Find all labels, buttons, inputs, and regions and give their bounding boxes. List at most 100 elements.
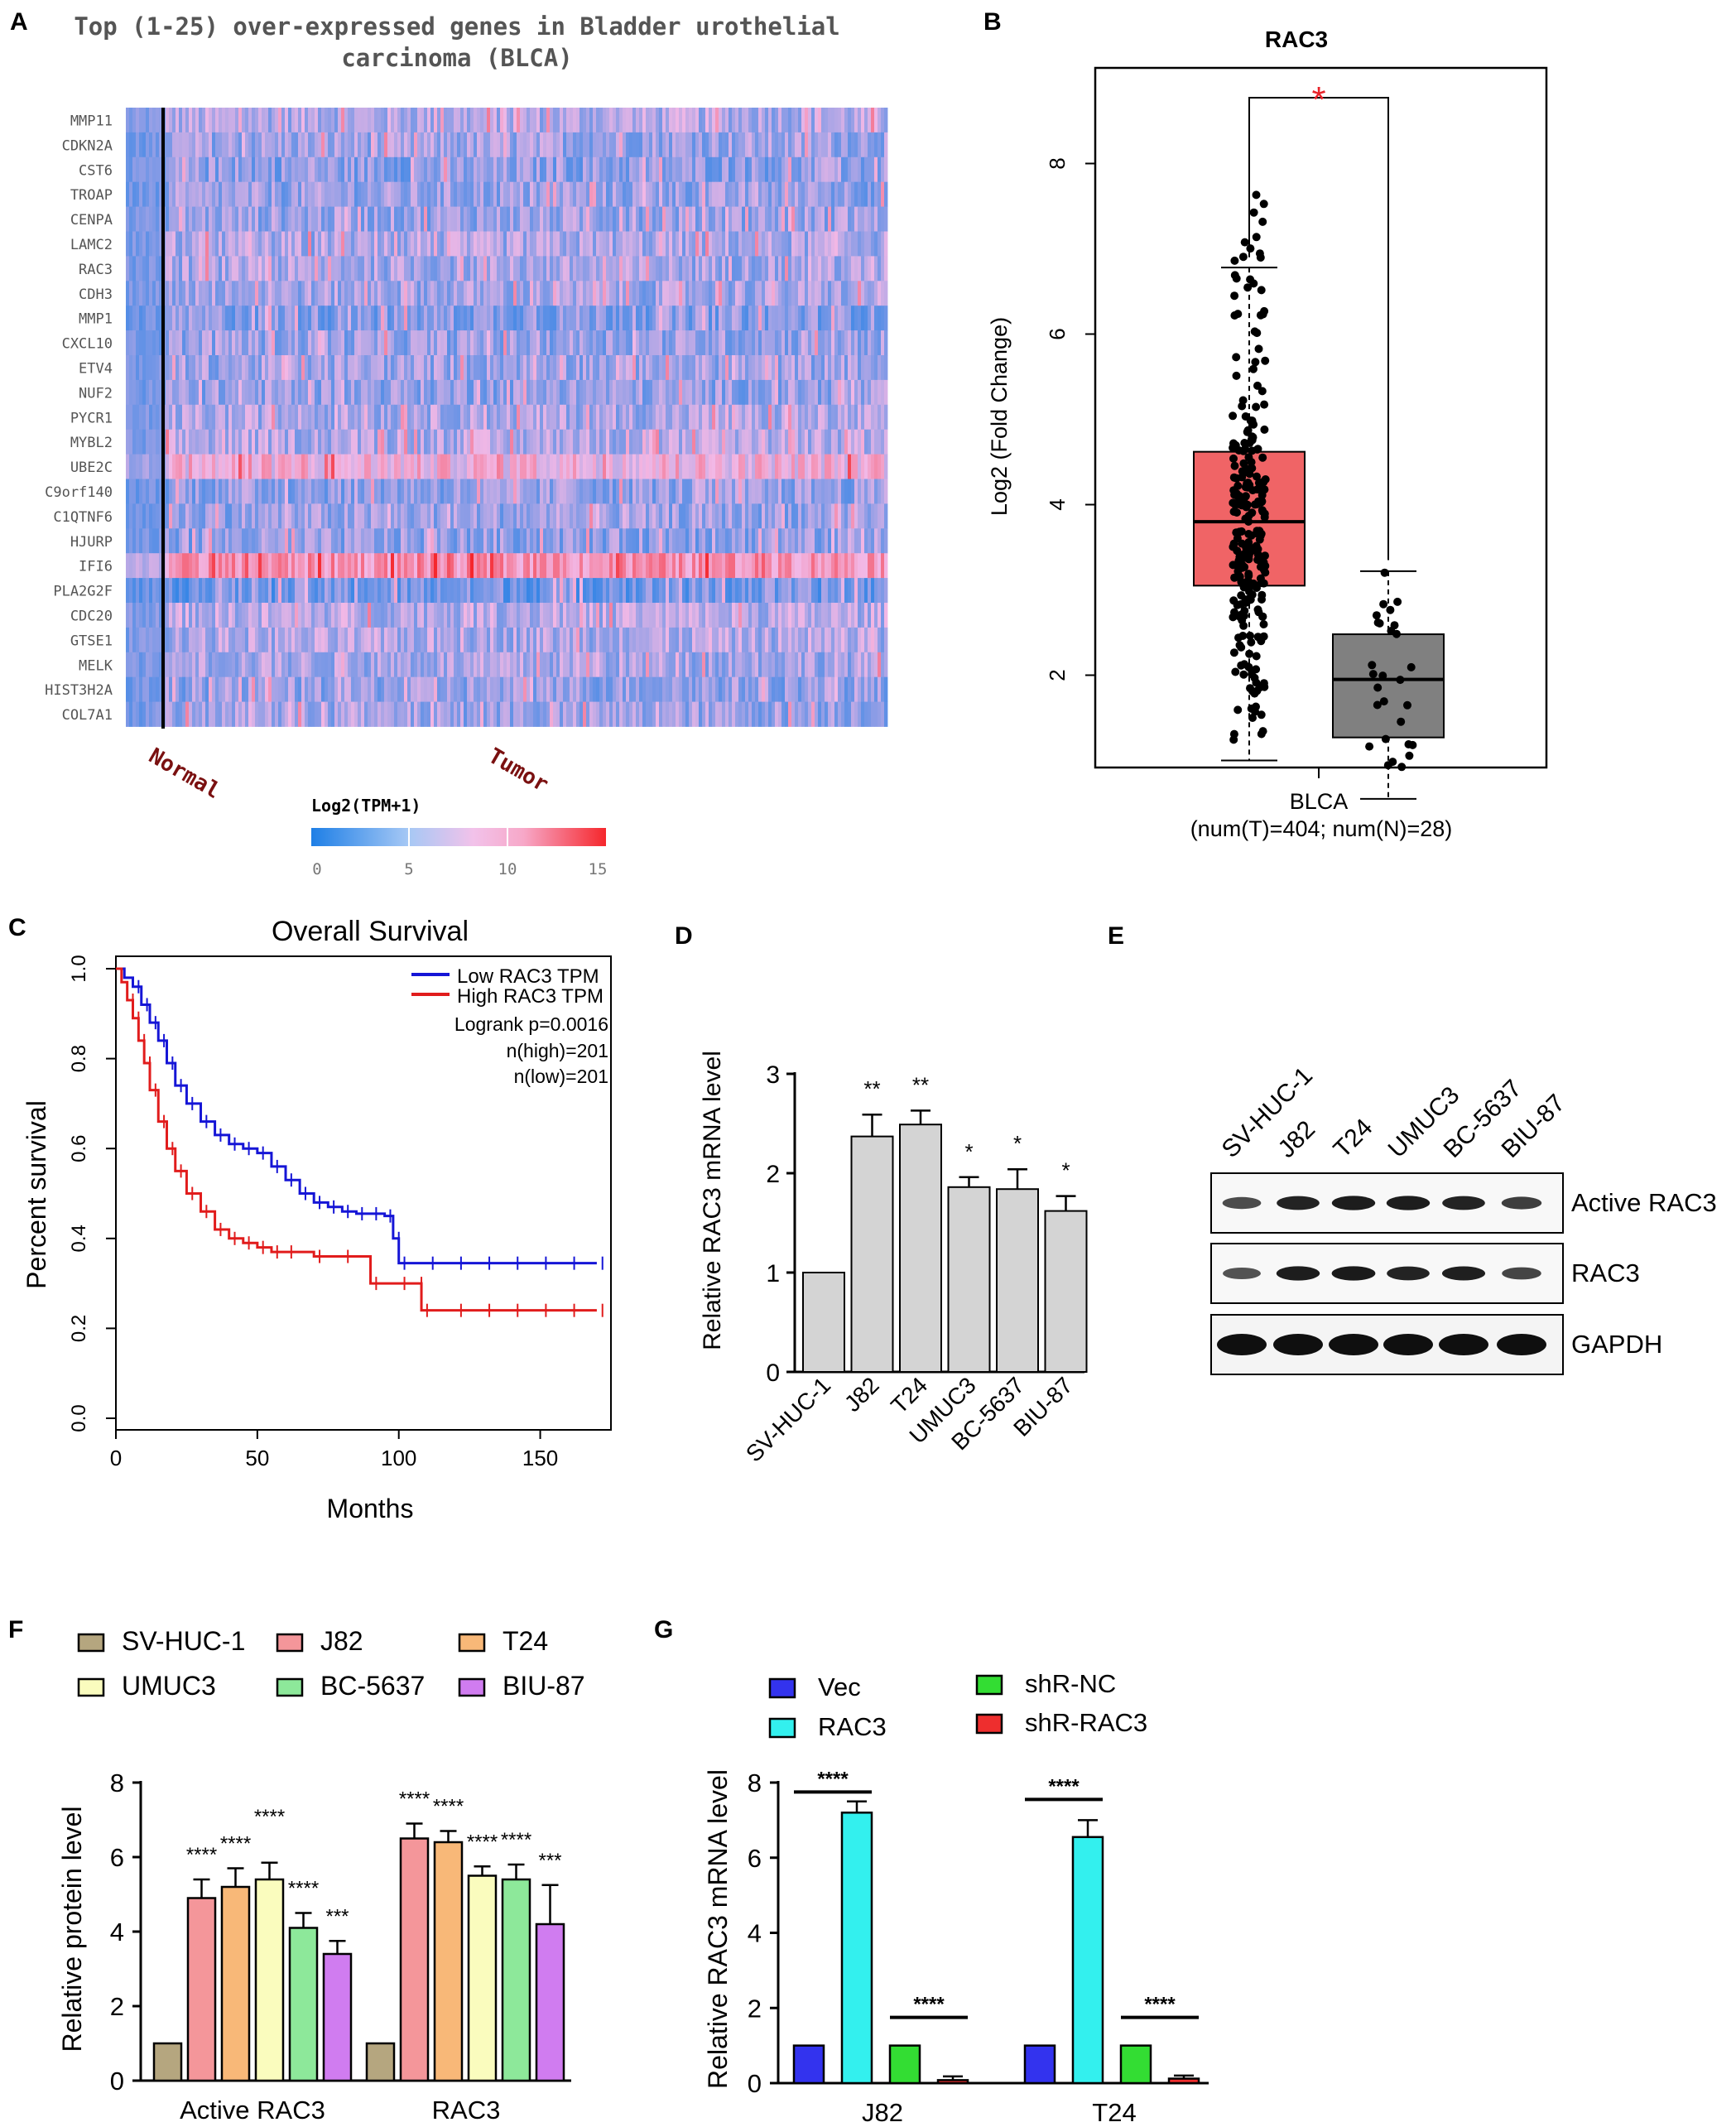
heatmap-cell — [874, 355, 878, 381]
heatmap-cell — [685, 206, 690, 232]
heatmap-cell — [510, 578, 514, 604]
heatmap-cell — [265, 479, 269, 504]
heatmap-cell — [169, 503, 173, 529]
heatmap-cell — [689, 479, 693, 504]
heatmap-cell — [513, 256, 517, 282]
heatmap-cell — [619, 156, 623, 183]
heatmap-cell — [765, 379, 769, 406]
heatmap-cell — [225, 404, 229, 431]
heatmap-cell — [308, 256, 312, 282]
heatmap-cell — [695, 306, 700, 331]
heatmap-cell — [228, 528, 233, 554]
heatmap-cell — [755, 330, 759, 356]
heatmap-cell — [427, 528, 431, 554]
heatmap-cell — [695, 404, 700, 431]
heatmap-cell — [808, 108, 812, 133]
heatmap-cell — [215, 181, 219, 207]
heatmap-cell — [301, 156, 305, 183]
heatmap-cell — [570, 281, 574, 306]
heatmap-cell — [692, 181, 696, 207]
heatmap-cell — [609, 429, 613, 455]
heatmap-cell — [768, 181, 772, 207]
heatmap-cell — [450, 206, 454, 232]
heatmap-cell — [146, 281, 150, 306]
heatmap-cell — [510, 181, 514, 207]
heatmap-cell — [666, 181, 670, 207]
heatmap-cell — [195, 355, 200, 381]
heatmap-cell — [460, 330, 464, 356]
heatmap-cell — [626, 256, 630, 282]
heatmap-cell — [758, 181, 762, 207]
heatmap-cell — [669, 206, 673, 232]
heatmap-cell — [805, 578, 809, 604]
heatmap-cell — [374, 206, 378, 232]
heatmap-cell — [464, 156, 468, 183]
heatmap-cell — [146, 256, 150, 282]
heatmap-cell — [172, 108, 176, 133]
heatmap-cell — [255, 603, 259, 628]
heatmap-cell — [179, 181, 183, 207]
heatmap-cell — [864, 503, 868, 529]
heatmap-cell — [275, 108, 279, 133]
heatmap-cell — [377, 156, 382, 183]
heatmap-cell — [341, 355, 345, 381]
heatmap-cell — [821, 578, 825, 604]
heatmap-cell — [185, 306, 190, 331]
heatmap-cell — [874, 553, 878, 579]
heatmap-cell — [649, 404, 653, 431]
heatmap-cell — [315, 528, 319, 554]
heatmap-cell — [874, 206, 878, 232]
heatmap-cell — [636, 553, 640, 579]
heatmap-cell — [583, 479, 587, 504]
heatmap-cell — [487, 404, 491, 431]
heatmap-cell — [414, 181, 418, 207]
heatmap-cell — [434, 429, 438, 455]
heatmap-cell — [775, 306, 779, 331]
heatmap-cell — [596, 503, 600, 529]
heatmap-cell — [212, 256, 216, 282]
heatmap-cell — [629, 479, 633, 504]
heatmap-cell — [685, 132, 690, 158]
heatmap-cell — [666, 479, 670, 504]
heatmap-cell — [566, 206, 570, 232]
heatmap-cell — [503, 503, 507, 529]
heatmap-cell — [308, 528, 312, 554]
heatmap-cell — [530, 379, 534, 406]
heatmap-cell — [579, 181, 584, 207]
heatmap-cell — [609, 108, 613, 133]
heatmap-cell — [328, 156, 332, 183]
heatmap-cell — [523, 429, 527, 455]
heatmap-cell — [725, 108, 729, 133]
heatmap-cell — [729, 503, 733, 529]
heatmap-cell — [709, 355, 713, 381]
heatmap-cell — [454, 330, 458, 356]
heatmap-cell — [566, 181, 570, 207]
heatmap-cell — [427, 108, 431, 133]
heatmap-cell — [659, 553, 663, 579]
heatmap-cell — [533, 528, 537, 554]
heatmap-cell — [752, 181, 756, 207]
heatmap-cell — [192, 528, 196, 554]
heatmap-cell — [632, 429, 637, 455]
heatmap-cell — [566, 281, 570, 306]
heatmap-cell — [570, 503, 574, 529]
heatmap-cell — [434, 627, 438, 653]
heatmap-cell — [685, 503, 690, 529]
heatmap-cell — [305, 603, 309, 628]
heatmap-cell — [699, 256, 703, 282]
heatmap-cell — [682, 553, 686, 579]
heatmap-cell — [477, 206, 481, 232]
heatmap-cell — [467, 479, 471, 504]
heatmap-cell — [474, 231, 478, 257]
heatmap-cell — [159, 454, 163, 479]
heatmap-cell — [563, 429, 567, 455]
heatmap-cell — [689, 503, 693, 529]
heatmap-cell — [785, 479, 789, 504]
heatmap-cell — [424, 132, 428, 158]
heatmap-cell — [136, 379, 140, 406]
heatmap-cell — [129, 181, 133, 207]
heatmap-cell — [348, 181, 352, 207]
heatmap-cell — [669, 355, 673, 381]
heatmap-cell — [298, 528, 302, 554]
heatmap-cell — [874, 379, 878, 406]
